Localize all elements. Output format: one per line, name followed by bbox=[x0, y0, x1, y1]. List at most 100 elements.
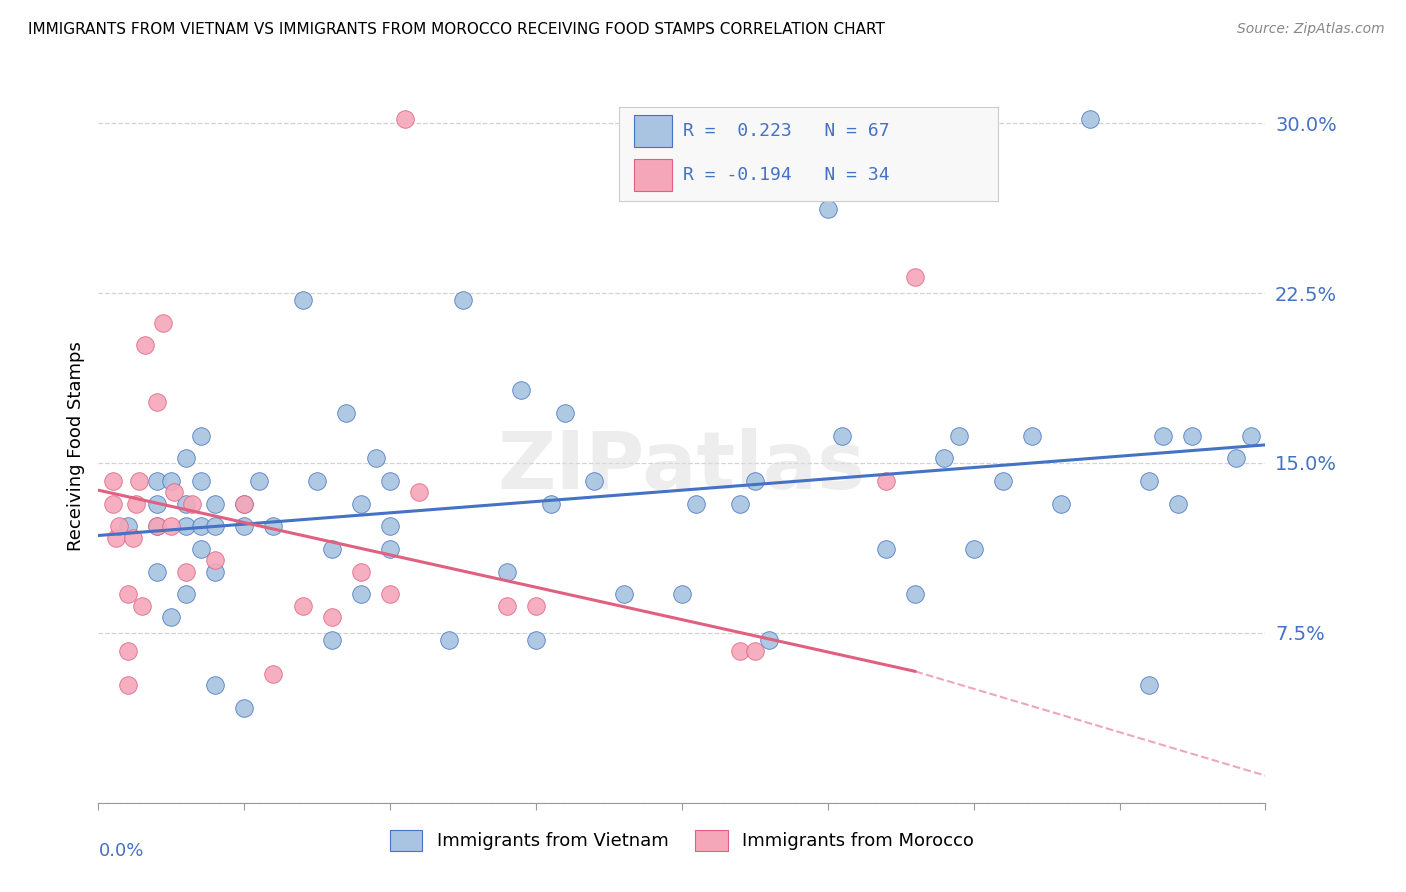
Point bbox=[1021, 429, 1043, 443]
Point bbox=[190, 519, 212, 533]
Point bbox=[117, 678, 139, 692]
Point bbox=[307, 474, 329, 488]
Point bbox=[612, 587, 634, 601]
Point bbox=[1225, 451, 1247, 466]
Point bbox=[190, 474, 212, 488]
Point bbox=[190, 542, 212, 557]
Point bbox=[125, 497, 148, 511]
Point bbox=[204, 565, 226, 579]
Point bbox=[204, 519, 226, 533]
Text: Source: ZipAtlas.com: Source: ZipAtlas.com bbox=[1237, 22, 1385, 37]
Point bbox=[190, 429, 212, 443]
Point bbox=[1181, 429, 1204, 443]
Point bbox=[146, 394, 169, 409]
Point bbox=[174, 565, 197, 579]
Point bbox=[364, 451, 387, 466]
Point bbox=[350, 565, 373, 579]
Point bbox=[122, 531, 145, 545]
Point bbox=[146, 519, 169, 533]
Point bbox=[101, 497, 124, 511]
Point bbox=[875, 542, 897, 557]
Y-axis label: Receiving Food Stamps: Receiving Food Stamps bbox=[66, 341, 84, 551]
Legend: Immigrants from Vietnam, Immigrants from Morocco: Immigrants from Vietnam, Immigrants from… bbox=[382, 822, 981, 858]
Point bbox=[991, 474, 1014, 488]
Point bbox=[510, 384, 533, 398]
Text: 0.0%: 0.0% bbox=[98, 842, 143, 860]
Point bbox=[524, 599, 547, 613]
Point bbox=[204, 553, 226, 567]
Point bbox=[262, 519, 284, 533]
Point bbox=[262, 666, 284, 681]
FancyBboxPatch shape bbox=[634, 115, 672, 147]
Point bbox=[437, 632, 460, 647]
Point bbox=[496, 565, 519, 579]
Point bbox=[1050, 497, 1073, 511]
Point bbox=[875, 474, 897, 488]
Point bbox=[934, 451, 956, 466]
Point bbox=[350, 497, 373, 511]
Point bbox=[394, 112, 416, 126]
Text: R =  0.223   N = 67: R = 0.223 N = 67 bbox=[683, 122, 890, 140]
Point bbox=[948, 429, 970, 443]
Point bbox=[380, 474, 402, 488]
Point bbox=[233, 497, 256, 511]
Point bbox=[160, 610, 183, 624]
Point bbox=[730, 497, 752, 511]
Text: R = -0.194   N = 34: R = -0.194 N = 34 bbox=[683, 167, 890, 185]
Point bbox=[758, 632, 780, 647]
Point bbox=[1080, 112, 1102, 126]
Point bbox=[554, 406, 576, 420]
Point bbox=[1152, 429, 1174, 443]
Point bbox=[174, 587, 197, 601]
Text: IMMIGRANTS FROM VIETNAM VS IMMIGRANTS FROM MOROCCO RECEIVING FOOD STAMPS CORRELA: IMMIGRANTS FROM VIETNAM VS IMMIGRANTS FR… bbox=[28, 22, 884, 37]
Point bbox=[380, 587, 402, 601]
Point bbox=[101, 474, 124, 488]
Point bbox=[146, 474, 169, 488]
Point bbox=[180, 497, 202, 511]
Point bbox=[131, 599, 153, 613]
Point bbox=[163, 485, 186, 500]
Point bbox=[152, 316, 174, 330]
Point bbox=[174, 497, 197, 511]
Point bbox=[380, 519, 402, 533]
Point bbox=[174, 519, 197, 533]
Point bbox=[233, 497, 256, 511]
Point bbox=[904, 587, 927, 601]
Point bbox=[451, 293, 474, 307]
Point bbox=[904, 270, 927, 285]
Point bbox=[291, 599, 314, 613]
Point bbox=[117, 587, 139, 601]
Point bbox=[685, 497, 707, 511]
Point bbox=[146, 497, 169, 511]
FancyBboxPatch shape bbox=[634, 160, 672, 191]
Point bbox=[744, 474, 766, 488]
Point bbox=[1240, 429, 1263, 443]
Point bbox=[321, 632, 343, 647]
Point bbox=[1137, 678, 1160, 692]
Point bbox=[583, 474, 606, 488]
Point bbox=[730, 644, 752, 658]
Point bbox=[134, 338, 156, 352]
Point bbox=[831, 429, 853, 443]
Point bbox=[291, 293, 314, 307]
Point bbox=[233, 700, 256, 714]
Point bbox=[540, 497, 562, 511]
Point bbox=[1167, 497, 1189, 511]
Point bbox=[146, 565, 169, 579]
Point bbox=[496, 599, 519, 613]
Point bbox=[108, 519, 131, 533]
Point bbox=[104, 531, 127, 545]
Point bbox=[321, 542, 343, 557]
Point bbox=[233, 519, 256, 533]
Point bbox=[117, 644, 139, 658]
Point bbox=[744, 644, 766, 658]
Point bbox=[204, 497, 226, 511]
Point bbox=[128, 474, 150, 488]
Point bbox=[408, 485, 430, 500]
Point bbox=[671, 587, 693, 601]
Point bbox=[247, 474, 270, 488]
Point bbox=[524, 632, 547, 647]
Point bbox=[962, 542, 984, 557]
Point bbox=[174, 451, 197, 466]
Point bbox=[117, 519, 139, 533]
